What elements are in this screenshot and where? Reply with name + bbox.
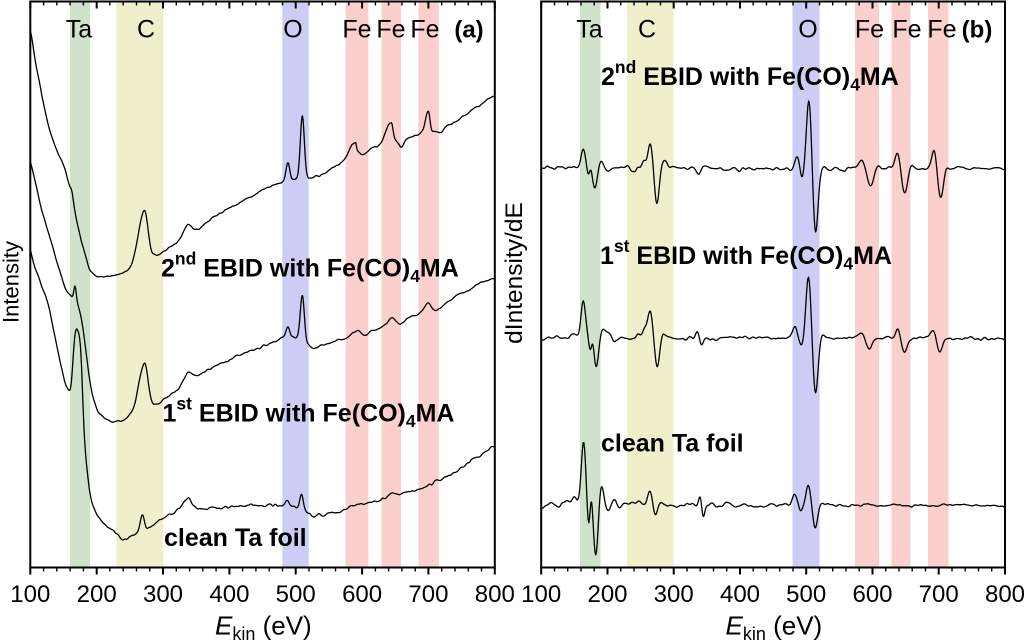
svg-text:1st EBID with Fe(CO)4MA: 1st EBID with Fe(CO)4MA	[163, 394, 455, 432]
svg-text:O: O	[283, 16, 302, 44]
svg-text:Ekin (eV): Ekin (eV)	[215, 611, 312, 642]
svg-text:800: 800	[475, 581, 515, 608]
svg-text:clean Ta foil: clean Ta foil	[164, 524, 307, 552]
svg-text:2nd EBID with Fe(CO)4MA: 2nd EBID with Fe(CO)4MA	[601, 57, 899, 95]
svg-text:500: 500	[786, 581, 826, 608]
svg-text:Intensity: Intensity	[0, 241, 24, 323]
svg-text:Fe: Fe	[927, 16, 956, 44]
svg-text:C: C	[137, 16, 155, 44]
svg-text:Fe: Fe	[855, 16, 884, 44]
svg-text:2nd EBID with Fe(CO)4MA: 2nd EBID with Fe(CO)4MA	[161, 249, 459, 287]
svg-text:(b): (b)	[962, 17, 993, 44]
svg-text:400: 400	[209, 581, 249, 608]
svg-text:300: 300	[654, 581, 694, 608]
svg-text:clean Ta foil: clean Ta foil	[601, 430, 744, 458]
svg-text:O: O	[798, 16, 817, 44]
svg-text:Ekin (eV): Ekin (eV)	[726, 611, 823, 642]
svg-text:Ta: Ta	[576, 16, 603, 44]
svg-text:1st EBID with Fe(CO)4MA: 1st EBID with Fe(CO)4MA	[600, 236, 892, 274]
svg-text:200: 200	[587, 581, 627, 608]
svg-text:Fe: Fe	[342, 16, 371, 44]
svg-text:100: 100	[10, 581, 50, 608]
svg-text:300: 300	[143, 581, 183, 608]
svg-text:400: 400	[720, 581, 760, 608]
svg-text:dIntensity/dE: dIntensity/dE	[501, 202, 528, 344]
svg-text:800: 800	[985, 581, 1024, 608]
svg-text:(a): (a)	[454, 17, 483, 44]
svg-text:500: 500	[276, 581, 316, 608]
svg-text:100: 100	[521, 581, 561, 608]
svg-text:Fe: Fe	[892, 16, 921, 44]
svg-text:200: 200	[77, 581, 117, 608]
svg-text:C: C	[638, 16, 656, 44]
svg-text:Fe: Fe	[410, 16, 439, 44]
svg-text:Ta: Ta	[66, 16, 93, 44]
svg-text:600: 600	[342, 581, 382, 608]
svg-text:Fe: Fe	[376, 16, 405, 44]
svg-text:700: 700	[919, 581, 959, 608]
svg-text:600: 600	[852, 581, 892, 608]
svg-text:700: 700	[408, 581, 448, 608]
